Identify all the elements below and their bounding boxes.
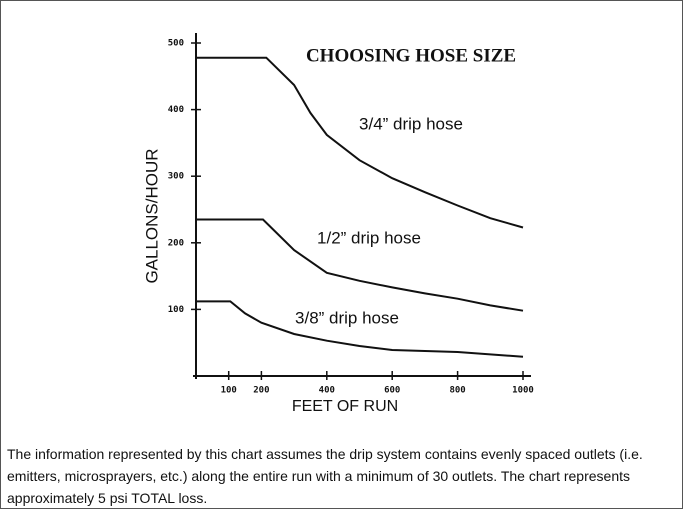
series-label: 3/8” drip hose — [295, 308, 399, 327]
y-axis-label: GALLONS/HOUR — [142, 148, 161, 283]
line — [196, 56, 524, 229]
x-tick-label: 400 — [319, 386, 335, 396]
y-tick-label: 200 — [168, 238, 184, 248]
x-tick-label: 600 — [384, 386, 400, 396]
x-tick-label: 800 — [449, 386, 465, 396]
y-tick-label: 300 — [168, 172, 184, 182]
series-label: 3/4” drip hose — [359, 114, 463, 133]
y-tick-label: 400 — [168, 105, 184, 115]
line — [196, 218, 524, 312]
x-axis-label: FEET OF RUN — [292, 398, 398, 415]
chart-title: CHOOSING HOSE SIZE — [306, 45, 516, 66]
line — [196, 300, 524, 358]
y-tick-label: 500 — [168, 39, 184, 49]
x-tick-label: 100 — [221, 386, 237, 396]
caption: The information represented by this char… — [7, 446, 643, 506]
x-tick-label: 200 — [253, 386, 269, 396]
series-label: 1/2” drip hose — [317, 228, 421, 247]
x-tick-label: 1000 — [512, 386, 534, 396]
y-tick-label: 100 — [168, 305, 184, 315]
chart: CHOOSING HOSE SIZE FEET OF RUN GALLONS/H… — [142, 33, 534, 415]
